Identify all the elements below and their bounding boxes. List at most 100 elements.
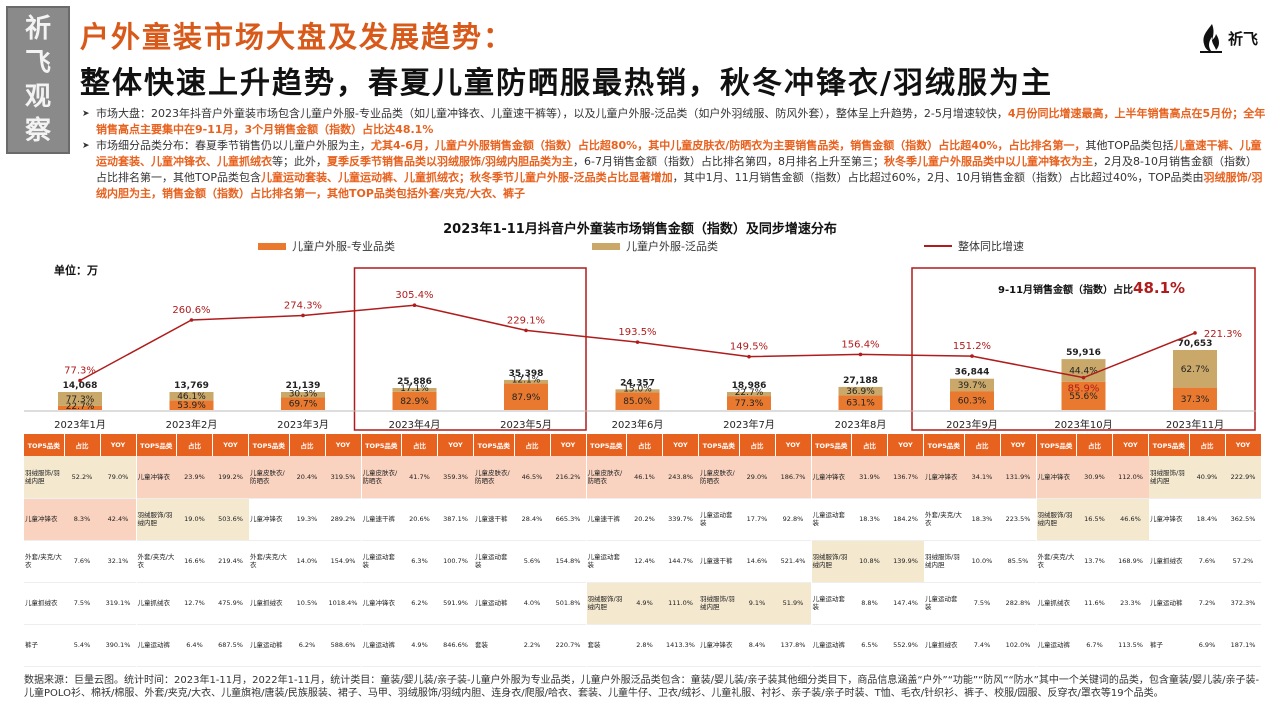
bar-pro <box>392 391 437 410</box>
yoy-cell: 687.5% <box>212 624 249 667</box>
bullet-text: 等；此外， <box>272 155 327 168</box>
yoy-cell: 23.3% <box>1112 582 1149 625</box>
table-row: 儿童运动裤 6.5% 552.9% <box>811 624 924 667</box>
table-row: 儿童冲锋衣 34.1% 131.9% <box>924 456 1036 499</box>
yoy-cell: 154.9% <box>325 540 361 583</box>
legend-item-yoy: 整体同比增速 <box>924 238 1024 254</box>
bar-general <box>504 379 548 384</box>
x-tick-label: 2023年9月 <box>946 418 998 431</box>
category-cell: 儿童冲锋衣 <box>924 456 964 499</box>
top5-table: TOP5品类 占比 YOY 儿童皮肤衣/防晒衣 41.7% 359.3% 儿童速干裤 20.6… <box>361 434 474 667</box>
table-header: YOY <box>1112 434 1149 456</box>
table-row: 羽绒服饰/羽绒内胆 19.0% 503.6% <box>136 498 249 541</box>
logo-text: 祈飞 <box>1227 29 1258 48</box>
bar-general <box>281 392 325 398</box>
yoy-cell: 319.5% <box>325 456 361 499</box>
yoy-cell: 102.0% <box>1000 624 1036 667</box>
yoy-point <box>524 328 528 333</box>
bar-total-label: 35,398 <box>509 369 544 379</box>
yoy-cell: 223.5% <box>1000 498 1036 541</box>
yoy-cell: 112.0% <box>1112 456 1149 499</box>
yoy-cell: 85.5% <box>1000 540 1036 583</box>
top5-table: TOP5品类 占比 YOY 羽绒服饰/羽绒内胆 40.9% 222.9% 儿童冲锋衣 18.4… <box>1149 434 1262 667</box>
category-cell: 儿童运动套装 <box>811 582 852 625</box>
bullet-highlight-text: 羽绒服饰/羽绒内胆为主，销售金额（指数）占比排名第一，其他TOP品类包括外套/夹… <box>96 171 1263 200</box>
yoy-cell: 475.9% <box>212 582 249 625</box>
table-row: 外套/夹克/大衣 13.7% 168.9% <box>1036 540 1149 583</box>
category-cell: 儿童抓绒衣 <box>1149 540 1189 583</box>
bullet-highlight-text: 儿童速干裤、儿童运动套装、儿童冲锋衣、儿童抓绒衣 <box>96 139 1262 168</box>
table-row: 儿童抓绒衣 10.5% 1018.4% <box>249 582 361 625</box>
table-row: 儿童运动裤 4.0% 501.8% <box>474 582 586 625</box>
yoy-cell: 503.6% <box>212 498 249 541</box>
table-row: 儿童抓绒衣 11.6% 23.3% <box>1036 582 1149 625</box>
bar-total-label: 13,769 <box>174 381 209 391</box>
bullet-text: ，6-7月销售金额（指数）占比排名第四，8月排名上升至第三； <box>573 155 884 168</box>
yoy-cell: 113.5% <box>1112 624 1149 667</box>
bar-general-label: 15.0% <box>623 384 652 394</box>
yoy-cell: 79.0% <box>100 456 136 499</box>
bar-pro <box>58 405 102 410</box>
bar-pro-label: 60.3% <box>958 397 987 407</box>
category-cell: 儿童运动裤 <box>474 582 514 625</box>
category-cell: 儿童抓绒衣 <box>1036 582 1077 625</box>
category-cell: 羽绒服饰/羽绒内胆 <box>1036 498 1077 541</box>
yoy-cell: 92.8% <box>775 498 811 541</box>
bullet-highlight-text: 4月份同比增速最高，上半年销售高点在5月份；全年销售高点主要集中在9-11月，3… <box>96 107 1266 136</box>
category-cell: 儿童抓绒衣 <box>136 582 177 625</box>
bullet-highlight-text: 儿童运动套装、儿童运动裤、儿童抓绒衣；秋冬季节儿童户外服-泛品类占比显著增加 <box>261 171 673 184</box>
yoy-cell: 187.1% <box>1225 624 1261 667</box>
share-cell: 7.5% <box>964 582 1000 625</box>
bar-general-label: 12.1% <box>512 376 541 386</box>
share-cell: 28.4% <box>514 498 550 541</box>
yoy-cell: 222.9% <box>1225 456 1261 499</box>
table-row: 儿童运动裤 6.4% 687.5% <box>136 624 249 667</box>
top5-table: TOP5品类 占比 YOY 儿童皮肤衣/防晒衣 20.4% 319.5% 儿童冲锋衣 19.3… <box>249 434 362 667</box>
category-cell: 羽绒服饰/羽绒内胆 <box>136 498 177 541</box>
share-cell: 2.2% <box>514 624 550 667</box>
category-cell: 羽绒服饰/羽绒内胆 <box>24 456 64 499</box>
share-cell: 6.9% <box>1189 624 1225 667</box>
share-cell: 14.6% <box>739 540 775 583</box>
table-row: 儿童抓绒衣 7.5% 319.1% <box>24 582 136 625</box>
table-row: 儿童抓绒衣 7.4% 102.0% <box>924 624 1036 667</box>
yoy-point <box>1193 331 1197 335</box>
bar-general <box>950 378 994 392</box>
top5-table: TOP5品类 占比 YOY 儿童冲锋衣 30.9% 112.0% 羽绒服饰/羽绒内胆 16.5… <box>1036 434 1149 667</box>
table-header: YOY <box>887 434 924 456</box>
category-cell: 套装 <box>474 624 514 667</box>
yoy-cell: 846.6% <box>437 624 474 667</box>
bar-general-label: 39.7% <box>958 381 987 391</box>
yoy-cell: 319.1% <box>100 582 136 625</box>
category-cell: 儿童冲锋衣 <box>249 498 289 541</box>
bar-total-label: 70,653 <box>1178 339 1213 349</box>
legend-swatch <box>258 242 286 250</box>
yoy-label: 260.6% <box>172 305 210 316</box>
legend-item-pro: 儿童户外服-专业品类 <box>258 238 395 254</box>
bar-pro-label: 87.9% <box>512 393 541 403</box>
share-cell: 7.6% <box>1189 540 1225 583</box>
category-cell: 儿童运动套装 <box>586 540 627 583</box>
yoy-cell: 42.4% <box>100 498 136 541</box>
table-row: 儿童皮肤衣/防晒衣 20.4% 319.5% <box>249 456 361 499</box>
table-row: 羽绒服饰/羽绒内胆 40.9% 222.9% <box>1149 456 1261 499</box>
table-header: YOY <box>662 434 699 456</box>
bullet-text: 市场大盘：2023年抖音户外童装市场包含儿童户外服-专业品类（如儿童冲锋衣、儿童… <box>96 107 1008 120</box>
bar-total-label: 27,188 <box>843 376 878 386</box>
yoy-label: 193.5% <box>618 327 656 338</box>
brand-logo: 祈飞 <box>1196 22 1258 54</box>
category-cell: 羽绒服饰/羽绒内胆 <box>924 540 964 583</box>
x-tick-label: 2023年11月 <box>1166 418 1224 431</box>
yoy-point <box>412 303 417 308</box>
category-cell: 儿童运动裤 <box>1036 624 1077 667</box>
legend-item-general: 儿童户外服-泛品类 <box>592 238 718 254</box>
table-header: 占比 <box>401 434 438 456</box>
bullet-text: ，其中1月、11月销售金额（指数）占比超过60%，2月、10月销售金额（指数）占… <box>672 171 1204 184</box>
yoy-cell: 131.9% <box>1000 456 1036 499</box>
share-cell: 41.7% <box>401 456 438 499</box>
share-cell: 7.4% <box>964 624 1000 667</box>
legend-line-swatch <box>924 245 952 247</box>
table-row: 套装 2.8% 1413.3% <box>586 624 699 667</box>
bullet-text: 其他TOP品类包括 <box>1085 139 1174 152</box>
share-cell: 6.5% <box>851 624 888 667</box>
